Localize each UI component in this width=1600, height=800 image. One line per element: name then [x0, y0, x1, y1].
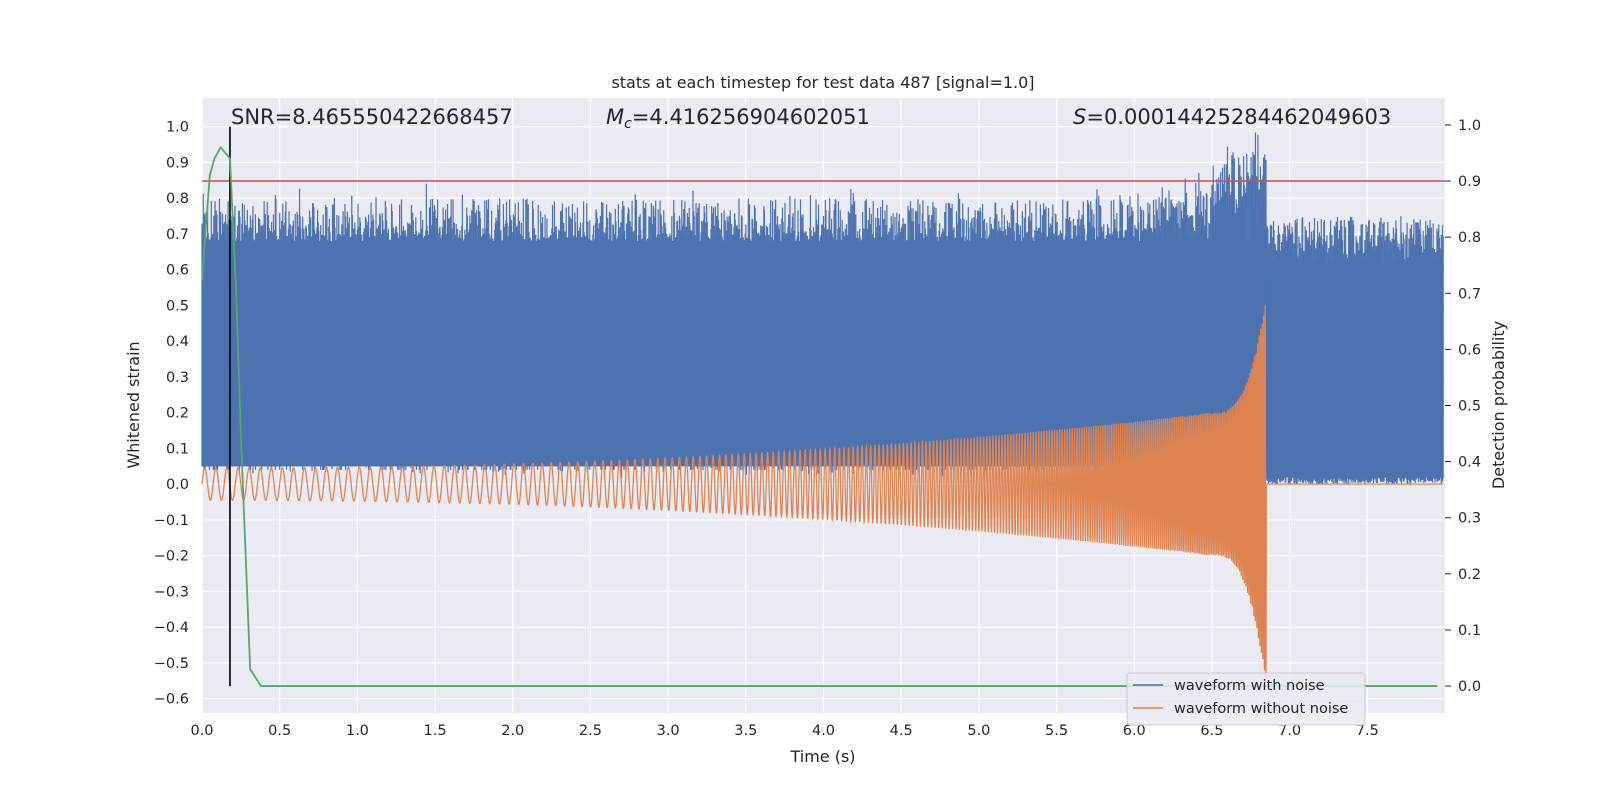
- s-symbol: S: [1073, 105, 1086, 129]
- y2-tick-label: 0.7: [1458, 286, 1481, 302]
- s-annotation: S=0.00014425284462049603: [1073, 105, 1391, 129]
- x-tick-label: 1.5: [424, 723, 447, 739]
- y-tick-label: 0.2: [166, 406, 189, 422]
- y-tick-label: 1.0: [166, 120, 189, 136]
- chart-title: stats at each timestep for test data 487…: [611, 73, 1034, 92]
- x-tick-label: 2.5: [579, 723, 602, 739]
- s-value: =0.00014425284462049603: [1086, 105, 1391, 129]
- y-tick-label: 0.4: [166, 334, 189, 350]
- y-tick-label: 0.8: [166, 191, 189, 207]
- clean-waveform-line: [201, 305, 1444, 682]
- legend-label-clean: waveform without noise: [1174, 701, 1348, 717]
- x-tick-label: 3.0: [657, 723, 680, 739]
- noisy-waveform-post-core: [1266, 276, 1444, 478]
- y-tick-label: −0.2: [154, 549, 189, 565]
- y-tick-label: −0.1: [154, 513, 189, 529]
- chirp-mass-annotation: Mc=4.416256904602051: [606, 105, 870, 132]
- y-tick-label: 0.9: [166, 155, 189, 171]
- x-tick-label: 1.0: [346, 723, 369, 739]
- y2-tick-label: 1.0: [1458, 118, 1481, 134]
- mc-value: =4.416256904602051: [632, 105, 870, 129]
- y2-tick-label: 0.3: [1458, 511, 1481, 527]
- x-tick-label: 5.0: [967, 723, 990, 739]
- mc-symbol: M: [606, 105, 624, 129]
- y2-tick-label: 0.1: [1458, 623, 1481, 639]
- y2-tick-label: 0.9: [1458, 174, 1481, 190]
- snr-annotation: SNR=8.465550422668457: [231, 105, 513, 129]
- x-tick-label: 7.5: [1356, 723, 1379, 739]
- legend-box: [1126, 672, 1366, 726]
- detection-probability-line: [201, 145, 1438, 687]
- y2-axis-ticks: 1.0 0.9 0.8 0.7 0.6 0.5 0.4 0.3 0.2 0.1 0.0: [1445, 118, 1481, 695]
- x-tick-label: 0.5: [268, 723, 291, 739]
- x-tick-label: 3.5: [734, 723, 757, 739]
- y-tick-label: −0.6: [154, 692, 189, 708]
- legend: waveform with noise waveform without noi…: [1126, 672, 1366, 726]
- mc-subscript: c: [624, 116, 632, 132]
- y-tick-label: −0.5: [154, 656, 189, 672]
- y2-axis-label: Detection probability: [1489, 321, 1508, 489]
- y-tick-label: 0.0: [166, 477, 189, 493]
- y2-tick-label: 0.0: [1458, 679, 1481, 695]
- y-tick-label: 0.6: [166, 263, 189, 279]
- x-tick-label: 0.0: [190, 723, 213, 739]
- x-tick-label: 6.5: [1200, 723, 1223, 739]
- overlay-lines: [201, 126, 1445, 687]
- y2-tick-label: 0.8: [1458, 230, 1481, 246]
- x-tick-label: 4.0: [812, 723, 835, 739]
- clean-waveform-series: [201, 305, 1444, 682]
- y-axis-ticks: 1.0 0.9 0.8 0.7 0.6 0.5 0.4 0.3 0.2 0.1 0.0 −0.1 −0.…: [154, 120, 189, 708]
- y-tick-label: 0.1: [166, 441, 189, 457]
- x-tick-label: 2.0: [501, 723, 524, 739]
- y-axis-label: Whitened strain: [124, 341, 143, 468]
- x-tick-label: 6.0: [1123, 723, 1146, 739]
- y-tick-label: −0.4: [154, 620, 189, 636]
- y-tick-label: −0.3: [154, 584, 189, 600]
- y2-tick-label: 0.5: [1458, 399, 1481, 415]
- y-tick-label: 0.7: [166, 227, 189, 243]
- y-tick-label: 0.3: [166, 370, 189, 386]
- x-tick-label: 5.5: [1045, 723, 1068, 739]
- x-tick-label: 4.5: [890, 723, 913, 739]
- legend-label-noisy: waveform with noise: [1174, 678, 1325, 694]
- y2-tick-label: 0.4: [1458, 455, 1481, 471]
- y2-tick-label: 0.6: [1458, 342, 1481, 358]
- y-tick-label: 0.5: [166, 298, 189, 314]
- x-tick-label: 7.0: [1278, 723, 1301, 739]
- x-axis-ticks: 0.0 0.5 1.0 1.5 2.0 2.5 3.0 3.5 4.0 4.5 5.0 5.5 6.0 6…: [190, 723, 1378, 739]
- y2-tick-label: 0.2: [1458, 567, 1481, 583]
- x-axis-label: Time (s): [789, 747, 855, 766]
